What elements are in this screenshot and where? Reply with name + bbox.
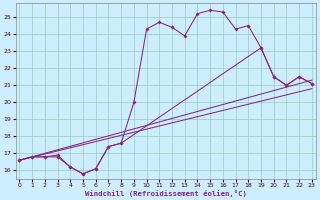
X-axis label: Windchill (Refroidissement éolien,°C): Windchill (Refroidissement éolien,°C) xyxy=(85,190,247,197)
